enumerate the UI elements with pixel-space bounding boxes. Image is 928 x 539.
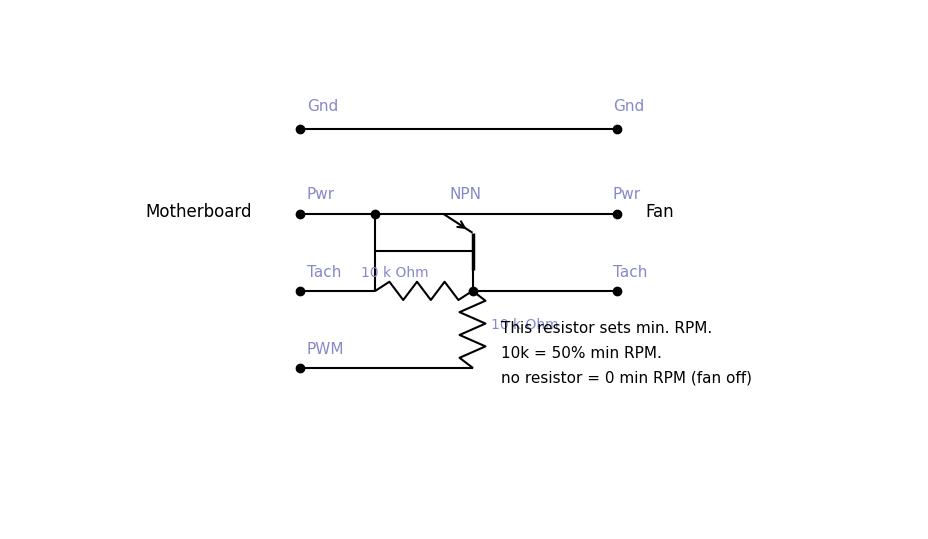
Text: 10 k Ohm: 10 k Ohm [490, 318, 558, 332]
Text: Fan: Fan [645, 203, 673, 221]
Text: no resistor = 0 min RPM (fan off): no resistor = 0 min RPM (fan off) [501, 370, 752, 385]
Text: Pwr: Pwr [612, 186, 640, 202]
Text: Motherboard: Motherboard [145, 203, 251, 221]
Text: Gnd: Gnd [612, 100, 643, 114]
Text: This resistor sets min. RPM.: This resistor sets min. RPM. [501, 321, 712, 336]
Text: Gnd: Gnd [306, 100, 338, 114]
Text: Pwr: Pwr [306, 186, 335, 202]
Text: Tach: Tach [612, 266, 647, 280]
Text: 10 k Ohm: 10 k Ohm [361, 266, 429, 280]
Text: 10k = 50% min RPM.: 10k = 50% min RPM. [501, 345, 662, 361]
Text: NPN: NPN [449, 186, 481, 202]
Text: Tach: Tach [306, 266, 341, 280]
Text: PWM: PWM [306, 342, 344, 357]
